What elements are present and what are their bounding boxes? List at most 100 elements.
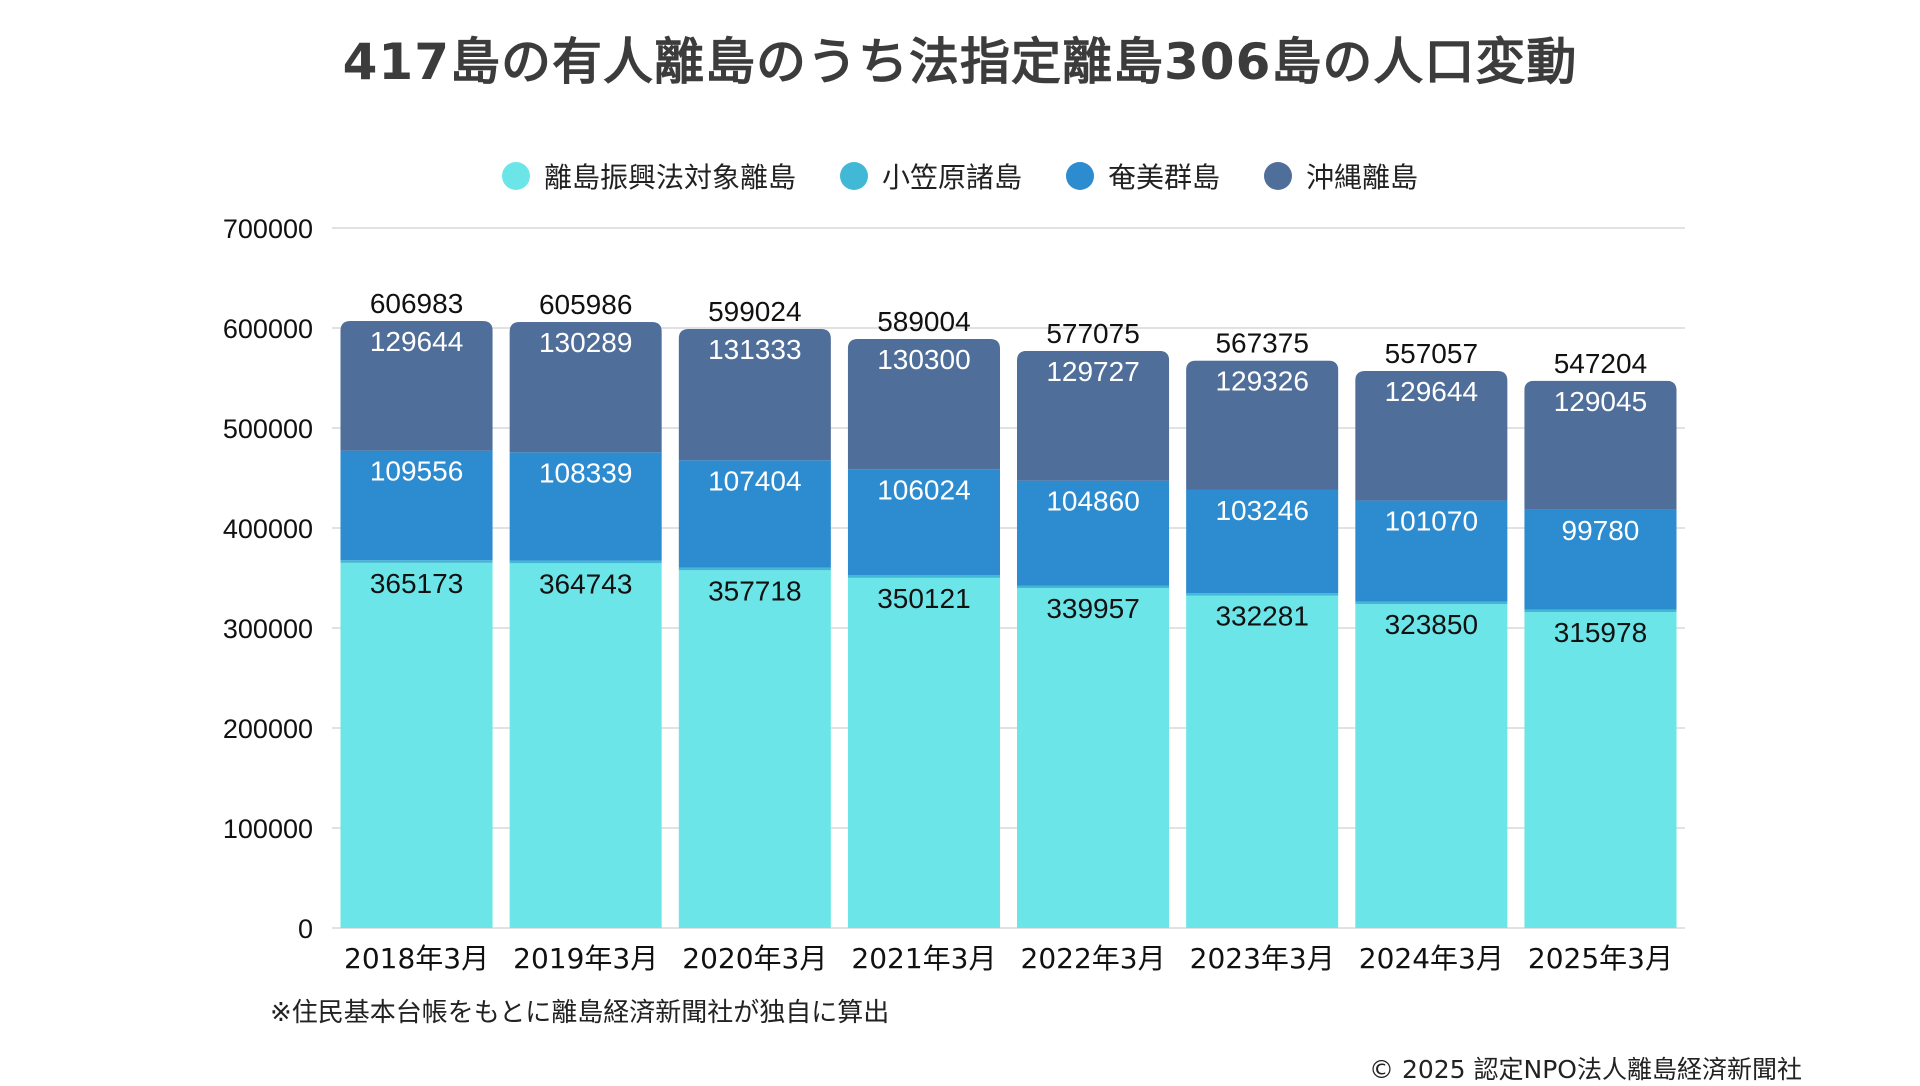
segment-value-label: 106024 (877, 474, 970, 505)
segment-value-label: 103246 (1215, 495, 1308, 526)
legend-item: 沖縄離島 (1264, 156, 1418, 196)
y-tick-label: 500000 (223, 414, 313, 444)
bar-segment (1186, 489, 1339, 594)
y-tick-label: 100000 (223, 814, 313, 844)
segment-value-label: 109556 (370, 456, 463, 487)
bar-segment (1186, 595, 1339, 928)
segment-value-label: 130300 (877, 344, 970, 375)
copyright: © 2025 認定NPO法人離島経済新聞社 (1369, 1055, 1802, 1084)
bar-stack (678, 328, 831, 928)
x-tick-label: 2018年3月 (344, 942, 489, 975)
bar-segment (847, 469, 1001, 576)
x-tick-label: 2025年3月 (1528, 942, 1673, 975)
segment-value-label: 101070 (1385, 506, 1478, 537)
bar-segment (340, 321, 493, 451)
legend-label: 奄美群島 (1108, 161, 1221, 194)
y-tick-label: 200000 (223, 714, 313, 744)
bar-segment (1186, 593, 1339, 596)
x-tick-label: 2021年3月 (851, 942, 996, 975)
bar-segment (1355, 370, 1508, 501)
segment-value-label: 129326 (1215, 366, 1308, 397)
y-tick-label: 400000 (223, 514, 313, 544)
total-value-label: 605986 (539, 289, 632, 320)
legend-marker (501, 162, 530, 190)
bar-segment (1016, 480, 1170, 586)
bar-stack (1524, 380, 1677, 928)
segment-value-label: 315978 (1554, 617, 1647, 648)
legend: 離島振興法対象離島 小笠原諸島 奄美群島 沖縄離島 (0, 156, 1920, 196)
segment-value-label: 129727 (1046, 356, 1139, 387)
bar-segment (678, 460, 831, 568)
y-tick-label: 700000 (223, 214, 313, 244)
legend-label: 小笠原諸島 (881, 161, 1022, 194)
bar-segment (1355, 500, 1508, 602)
x-tick-label: 2023年3月 (1190, 942, 1335, 975)
segment-value-label: 107404 (708, 465, 801, 496)
bar-segment (340, 560, 493, 563)
bar-stack (509, 322, 662, 928)
bar-segment (509, 322, 662, 453)
legend-item: 小笠原諸島 (839, 156, 1022, 196)
y-tick-label: 600000 (223, 314, 313, 344)
bar-segment (847, 338, 1001, 470)
chart-title: 417島の有人離島のうち法指定離島306島の人口変動 (342, 33, 1578, 91)
segment-value-label: 99780 (1562, 515, 1640, 546)
bar-stack (847, 338, 1001, 928)
legend-label: 離島振興法対象離島 (543, 161, 796, 194)
legend-label: 沖縄離島 (1306, 161, 1419, 194)
source-note: ※住民基本台帳をもとに離島経済新聞社が独自に算出 (270, 998, 890, 1028)
bar-segment (1355, 604, 1508, 928)
bar-segment (509, 560, 662, 564)
segment-value-label: 332281 (1215, 601, 1308, 632)
bar-segment (1524, 609, 1677, 613)
total-value-label: 567375 (1215, 328, 1308, 359)
segment-value-label: 323850 (1385, 609, 1478, 640)
segment-value-label: 350121 (877, 583, 970, 614)
bar-segment (678, 567, 831, 571)
segment-value-label: 129644 (1385, 376, 1478, 407)
segment-value-label: 129045 (1554, 386, 1647, 417)
x-tick-label: 2019年3月 (513, 942, 658, 975)
total-value-label: 599024 (708, 296, 801, 327)
y-tick-label: 300000 (223, 614, 313, 644)
bar-stack (1355, 370, 1508, 928)
bar-segment (1186, 360, 1339, 490)
bar-stack (340, 321, 493, 928)
x-tick-label: 2022年3月 (1021, 942, 1166, 975)
bar-segment (340, 450, 493, 561)
bar-segment (1016, 585, 1170, 589)
bar-segment (847, 577, 1001, 928)
bar-segment (1016, 350, 1170, 481)
bar-segment (1524, 509, 1677, 610)
total-value-label: 547204 (1554, 348, 1647, 379)
bar-stack (1186, 360, 1339, 928)
x-tick-label: 2020年3月 (682, 942, 827, 975)
segment-value-label: 108339 (539, 457, 632, 488)
legend-item: 奄美群島 (1066, 156, 1220, 196)
bar-stack (1016, 350, 1170, 928)
legend-marker (839, 162, 868, 190)
legend-item: 離島振興法対象離島 (501, 156, 796, 196)
total-value-label: 577075 (1046, 318, 1139, 349)
segment-value-label: 365173 (370, 568, 463, 599)
segment-value-label: 357718 (708, 575, 801, 606)
bar-segment (678, 328, 831, 461)
bar-segment (1016, 588, 1170, 928)
bar-segment (678, 570, 831, 928)
segment-value-label: 364743 (539, 568, 632, 599)
bar-segment (847, 575, 1001, 578)
bar-segment (1524, 612, 1677, 928)
legend-marker (1264, 162, 1293, 190)
segment-value-label: 129644 (370, 326, 463, 357)
bar-segment (1524, 380, 1677, 510)
y-tick-label: 0 (298, 914, 313, 944)
bar-segment (509, 452, 662, 561)
x-tick-label: 2024年3月 (1359, 942, 1504, 975)
bar-segment (340, 562, 493, 928)
legend-marker (1066, 162, 1094, 190)
segment-value-label: 104860 (1046, 486, 1139, 517)
bar-segment (509, 563, 662, 928)
total-value-label: 589004 (877, 306, 970, 337)
segment-value-label: 339957 (1046, 593, 1139, 624)
